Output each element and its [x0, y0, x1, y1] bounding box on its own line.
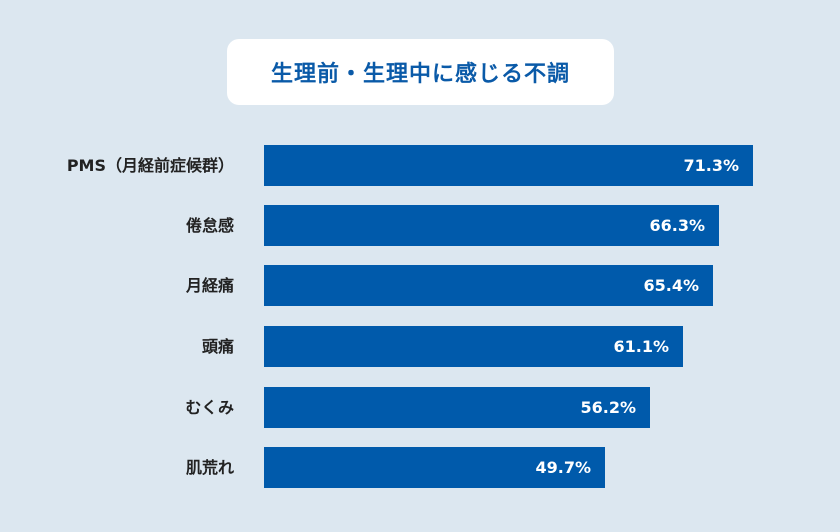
- bar-row: 倦怠感 66.3%: [0, 205, 840, 246]
- category-label: むくみ: [185, 398, 234, 417]
- bar: 65.4%: [264, 265, 713, 306]
- bar-row: むくみ 56.2%: [0, 387, 840, 428]
- bar: 61.1%: [264, 326, 683, 367]
- chart-title: 生理前・生理中に感じる不調: [270, 62, 570, 87]
- category-label: 肌荒れ: [185, 458, 234, 477]
- category-label: 月経痛: [185, 276, 234, 295]
- category-label: PMS（月経前症候群）: [66, 156, 234, 175]
- bar: 49.7%: [264, 447, 605, 488]
- value-label: 49.7%: [535, 458, 591, 477]
- value-label: 56.2%: [580, 398, 636, 417]
- category-label: 頭痛: [201, 337, 234, 356]
- value-label: 66.3%: [649, 216, 705, 235]
- chart-title-box: 生理前・生理中に感じる不調: [227, 39, 614, 105]
- value-label: 65.4%: [643, 276, 699, 295]
- value-label: 71.3%: [683, 156, 739, 175]
- bar: 66.3%: [264, 205, 719, 246]
- bar-row: 月経痛 65.4%: [0, 265, 840, 306]
- bar: 71.3%: [264, 145, 753, 186]
- value-label: 61.1%: [613, 337, 669, 356]
- category-label: 倦怠感: [185, 216, 234, 235]
- bar: 56.2%: [264, 387, 650, 428]
- bar-row: 肌荒れ 49.7%: [0, 447, 840, 488]
- bar-row: PMS（月経前症候群） 71.3%: [0, 145, 840, 186]
- bar-row: 頭痛 61.1%: [0, 326, 840, 367]
